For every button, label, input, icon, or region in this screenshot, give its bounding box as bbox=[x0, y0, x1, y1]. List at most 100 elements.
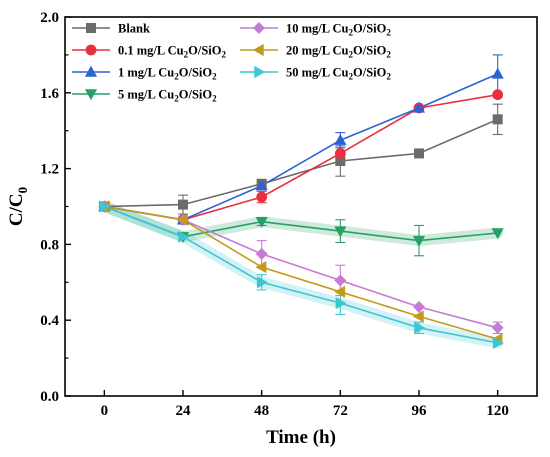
data-point bbox=[334, 285, 346, 298]
series-line bbox=[104, 118, 499, 208]
legend-text-part: 20 mg/L Cu bbox=[286, 44, 349, 58]
series-line bbox=[104, 205, 498, 344]
legend-subscript: 2 bbox=[386, 28, 391, 38]
legend-subscript: 2 bbox=[349, 50, 354, 60]
legend-text-part: O/SiO bbox=[179, 66, 213, 80]
legend-text-part: O/SiO bbox=[353, 22, 387, 36]
data-markers bbox=[98, 67, 504, 350]
legend-text-part: 1 mg/L Cu bbox=[118, 66, 174, 80]
data-point bbox=[412, 101, 426, 113]
legend-item: 0.1 mg/L Cu2O/SiO2 bbox=[72, 44, 226, 60]
data-point bbox=[334, 148, 346, 159]
data-point bbox=[491, 67, 504, 79]
data-point bbox=[492, 114, 503, 125]
legend-subscript: 2 bbox=[174, 72, 179, 82]
legend-text-part: Blank bbox=[118, 22, 150, 36]
legend-subscript: 2 bbox=[386, 72, 391, 82]
legend-marker bbox=[253, 22, 265, 34]
legend-text-part: 5 mg/L Cu bbox=[118, 88, 174, 102]
data-point bbox=[413, 148, 424, 159]
legend-subscript: 2 bbox=[221, 50, 226, 60]
y-axis: 0.0 0.4 0.8 1.2 1.6 2.0 bbox=[40, 10, 71, 405]
legend-marker bbox=[85, 44, 97, 56]
legend-marker bbox=[84, 89, 98, 101]
data-point bbox=[335, 297, 347, 310]
y-axis-title: C/C0 bbox=[6, 187, 30, 226]
y-tick-label: 0.0 bbox=[40, 389, 59, 405]
data-point bbox=[255, 261, 267, 274]
x-tick-label: 48 bbox=[254, 403, 269, 419]
legend-item: Blank bbox=[72, 22, 150, 36]
x-tick-label: 120 bbox=[486, 403, 509, 419]
data-point bbox=[491, 321, 504, 334]
y-axis-title-base: C/C bbox=[6, 193, 27, 226]
legend-subscript: 2 bbox=[174, 94, 179, 104]
data-point bbox=[99, 200, 111, 213]
legend-label: 5 mg/L Cu2O/SiO2 bbox=[118, 88, 217, 104]
legend-subscript: 2 bbox=[184, 50, 189, 60]
data-point bbox=[334, 274, 347, 287]
legend-marker bbox=[252, 43, 264, 57]
y-tick-label: 0.8 bbox=[40, 237, 59, 253]
x-axis-title: Time (h) bbox=[266, 427, 336, 448]
data-point bbox=[177, 199, 188, 210]
legend-subscript: 2 bbox=[212, 94, 217, 104]
data-point bbox=[334, 133, 347, 145]
data-point bbox=[178, 230, 190, 243]
legend-item: 20 mg/L Cu2O/SiO2 bbox=[240, 44, 391, 60]
series-line bbox=[104, 205, 498, 340]
legend-subscript: 2 bbox=[349, 72, 354, 82]
legend-label: 1 mg/L Cu2O/SiO2 bbox=[118, 66, 217, 82]
legend-subscript: 2 bbox=[212, 72, 217, 82]
data-point bbox=[492, 89, 504, 101]
legend-item: 5 mg/L Cu2O/SiO2 bbox=[72, 88, 217, 104]
data-point bbox=[334, 226, 347, 238]
legend-label: Blank bbox=[118, 22, 150, 36]
data-point bbox=[256, 276, 268, 289]
legend-label: 0.1 mg/L Cu2O/SiO2 bbox=[118, 44, 226, 60]
data-point bbox=[412, 310, 424, 323]
legend-item: 50 mg/L Cu2O/SiO2 bbox=[240, 66, 391, 82]
y-axis-title-subscript: 0 bbox=[15, 187, 30, 194]
series-line bbox=[104, 93, 498, 221]
legend-marker bbox=[86, 22, 97, 33]
y-tick-label: 1.2 bbox=[40, 162, 59, 178]
data-point bbox=[491, 228, 504, 240]
legend-marker bbox=[254, 65, 266, 79]
legend-text-part: O/SiO bbox=[353, 66, 387, 80]
legend-subscript: 2 bbox=[349, 28, 354, 38]
legend-item: 1 mg/L Cu2O/SiO2 bbox=[72, 66, 217, 82]
x-tick-label: 24 bbox=[176, 403, 192, 419]
data-point bbox=[413, 300, 425, 313]
legend-text-part: O/SiO bbox=[179, 88, 213, 102]
data-point bbox=[412, 235, 426, 247]
legend-item: 10 mg/L Cu2O/SiO2 bbox=[240, 22, 391, 38]
y-tick-label: 1.6 bbox=[40, 86, 59, 102]
data-point bbox=[255, 179, 268, 191]
legend-text-part: O/SiO bbox=[353, 44, 387, 58]
legend-text-part: 50 mg/L Cu bbox=[286, 66, 349, 80]
y-tick-label: 2.0 bbox=[40, 10, 59, 26]
x-tick-label: 96 bbox=[412, 403, 428, 419]
legend-label: 20 mg/L Cu2O/SiO2 bbox=[286, 44, 391, 60]
legend-label: 50 mg/L Cu2O/SiO2 bbox=[286, 66, 391, 82]
data-point bbox=[492, 336, 504, 350]
data-point bbox=[256, 191, 268, 203]
x-tick-label: 72 bbox=[333, 403, 348, 419]
data-point bbox=[176, 213, 188, 226]
data-point bbox=[255, 216, 268, 228]
data-point bbox=[414, 321, 426, 334]
legend-text-part: 10 mg/L Cu bbox=[286, 22, 349, 36]
y-tick-label: 0.4 bbox=[40, 313, 59, 329]
legend-subscript: 2 bbox=[386, 50, 391, 60]
data-point bbox=[255, 247, 268, 260]
legend-marker bbox=[84, 65, 98, 77]
x-tick-label: 0 bbox=[101, 403, 109, 419]
legend-text-part: 0.1 mg/L Cu bbox=[118, 44, 184, 58]
series-lines bbox=[104, 73, 499, 344]
legend-text-part: O/SiO bbox=[188, 44, 222, 58]
legend-label: 10 mg/L Cu2O/SiO2 bbox=[286, 22, 391, 38]
x-axis: 0 24 48 72 96 120 bbox=[101, 390, 509, 419]
